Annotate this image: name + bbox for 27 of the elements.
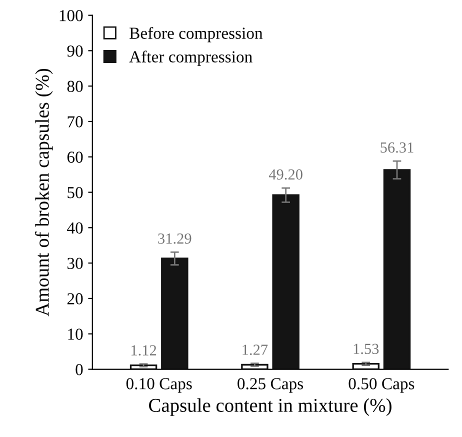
- y-tick-label: 0: [76, 364, 83, 376]
- data-label: 49.20: [268, 169, 302, 180]
- y-tick-label: 20: [67, 293, 83, 304]
- y-tick-label: 70: [68, 116, 83, 128]
- bar: [272, 194, 300, 370]
- x-tick-label: 0.50 Caps: [348, 378, 414, 393]
- y-tick-label: 90: [67, 45, 83, 57]
- x-tick-label: 0.25 Caps: [238, 378, 303, 393]
- y-tick-label: 10: [68, 328, 83, 340]
- y-tick-label: 30: [68, 258, 83, 270]
- data-label: 1.27: [242, 344, 268, 356]
- data-label: 1.53: [354, 344, 379, 354]
- data-label: 56.31: [380, 142, 414, 153]
- bar: [383, 169, 411, 370]
- y-tick-label: 50: [68, 186, 83, 198]
- data-label: 31.29: [158, 233, 192, 244]
- legend-label: After compression: [129, 50, 252, 66]
- y-tick-label: 100: [60, 10, 83, 22]
- x-tick-label: 0.10 Caps: [126, 378, 192, 393]
- bar: [161, 258, 188, 370]
- data-label: 1.12: [132, 345, 156, 356]
- x-axis-title: Capsule content in mixture (%): [149, 398, 392, 416]
- y-tick-label: 80: [67, 80, 83, 92]
- y-axis-title: Amount of broken capsules (%): [34, 68, 53, 316]
- y-tick-label: 40: [67, 222, 83, 234]
- legend-label: Before compression: [130, 26, 263, 42]
- y-tick-label: 60: [67, 152, 83, 163]
